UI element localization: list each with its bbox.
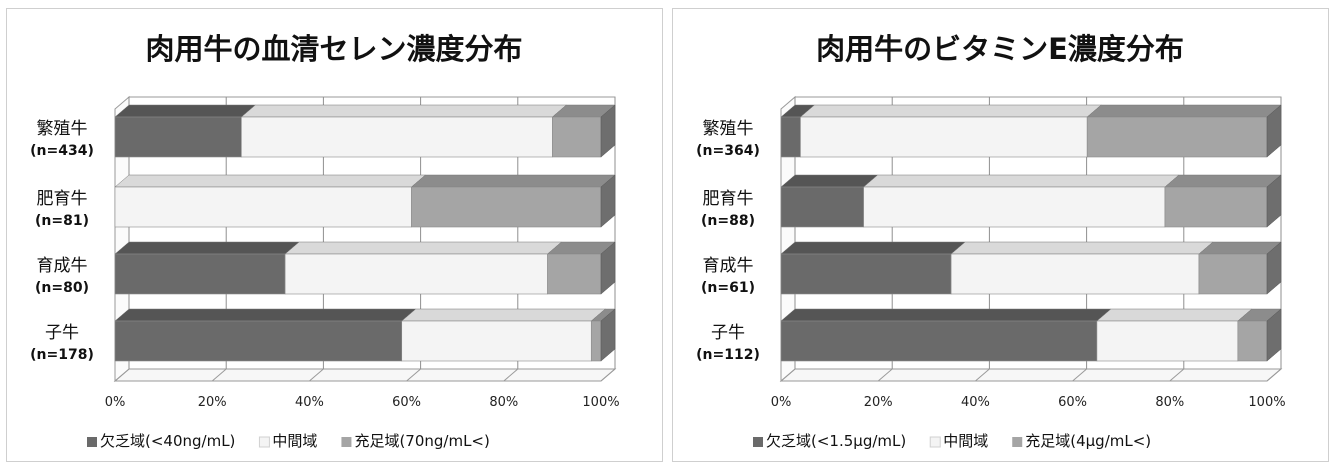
bar-segment [551,104,616,158]
bar-segment [780,308,1112,362]
floor-gridline [975,368,990,382]
floor-gridline [406,368,421,382]
category-label: 育成牛 [37,256,88,276]
legend-label: 欠乏域(<1.5μg/mL) [766,432,906,450]
bar-segment [401,308,606,362]
bar-segment [546,241,616,295]
x-tick-label: 60% [392,395,421,410]
category-count-label: (n=434) [30,143,94,159]
selenium-chart-panel: 肉用牛の血清セレン濃度分布 0% 20% 40% 60% 80% 100% 繁殖牛 (n=434… [6,8,663,462]
legend-label: 中間域 [943,432,988,450]
bar-end-face [600,308,616,362]
plot-floor [113,368,617,382]
legend: 欠乏域(<40ng/mL) 中間域 充足域(70ng/mL<) [87,432,490,450]
bar-end-face [1266,308,1282,362]
category-label: 繁殖牛 [703,119,754,139]
x-tick-label: 80% [489,395,518,410]
bar-segment [284,241,563,295]
x-tick-label: 40% [961,395,990,410]
bar-segment [114,104,257,158]
bar-segment [780,104,816,158]
bar-segment [1237,308,1282,362]
floor-gridline [1266,368,1282,382]
legend-swatch [753,437,763,447]
vitamin-e-chart-panel: 肉用牛のビタミンE濃度分布 0% 20% 40% 60% 80% 100% 繁殖牛 (n=364… [672,8,1329,462]
legend-swatch [87,437,97,447]
category-label: 育成牛 [703,256,754,276]
category-count-label: (n=88) [701,213,755,229]
bar-segment [1086,104,1282,158]
x-tick-label: 0% [105,395,126,410]
bar-segment [114,241,300,295]
legend-label: 中間域 [272,432,317,450]
chart-title: 肉用牛の血清セレン濃度分布 [145,32,522,66]
legend-swatch [341,437,352,447]
category-count-label: (n=80) [35,280,89,296]
selenium-chart: 肉用牛の血清セレン濃度分布 0% 20% 40% 60% 80% 100% 繁殖牛 (n=434… [30,32,619,450]
floor-gridline [600,368,616,382]
bar-segment [862,174,1180,228]
bar-segment [950,241,1214,295]
bar-segment [1198,241,1282,295]
x-tick-label: 0% [771,395,792,410]
legend-label: 充足域(4μg/mL<) [1025,432,1151,450]
bar-segment [1164,174,1282,228]
category-count-label: (n=61) [701,280,755,296]
x-tick-label: 100% [1248,395,1285,410]
bar-end-face [600,104,616,158]
bar-segment [114,174,427,228]
floor-gridline [1169,368,1185,382]
vitamin-e-chart: 肉用牛のビタミンE濃度分布 0% 20% 40% 60% 80% 100% 繁殖牛 (n=364… [696,32,1285,450]
floor-gridline [780,368,796,382]
category-label: 繁殖牛 [37,119,88,139]
bar-end-face [600,241,616,295]
x-tick-label: 20% [864,395,893,410]
bar-segment [780,241,966,295]
bar-end-face [1266,174,1282,228]
bar-end-face [600,174,616,228]
legend-label: 欠乏域(<40ng/mL) [100,432,235,450]
floor-gridline [503,368,519,382]
category-count-label: (n=178) [30,347,94,363]
floor-gridline [1072,368,1087,382]
category-label: 肥育牛 [37,189,88,209]
legend-label: 充足域(70ng/mL<) [354,432,489,450]
category-count-label: (n=112) [696,347,760,363]
bar-segment [410,174,616,228]
category-count-label: (n=364) [696,143,760,159]
x-tick-label: 80% [1155,395,1184,410]
category-label: 子牛 [45,323,79,343]
legend: 欠乏域(<1.5μg/mL) 中間域 充足域(4μg/mL<) [753,432,1151,450]
x-tick-label: 20% [198,395,227,410]
legend-swatch [929,436,941,448]
bar-end-face [1266,104,1282,158]
legend-swatch [1012,437,1023,447]
plot-floor [779,368,1283,382]
floor-gridline [114,368,130,382]
floor-gridline [309,368,324,382]
legend-swatch [258,436,270,448]
floor-gridline [877,368,893,382]
floor-gridline [211,368,227,382]
bar-segment [240,104,568,158]
bar-segment [780,174,879,228]
bar-segment [1096,308,1253,362]
bar-segment [799,104,1102,158]
category-label: 子牛 [711,323,745,343]
x-tick-label: 60% [1058,395,1087,410]
x-tick-label: 100% [582,395,619,410]
x-tick-label: 40% [295,395,324,410]
chart-title: 肉用牛のビタミンE濃度分布 [816,32,1184,66]
category-count-label: (n=81) [35,213,89,229]
bar-segment [114,308,417,362]
category-label: 肥育牛 [703,189,754,209]
bar-end-face [1266,241,1282,295]
